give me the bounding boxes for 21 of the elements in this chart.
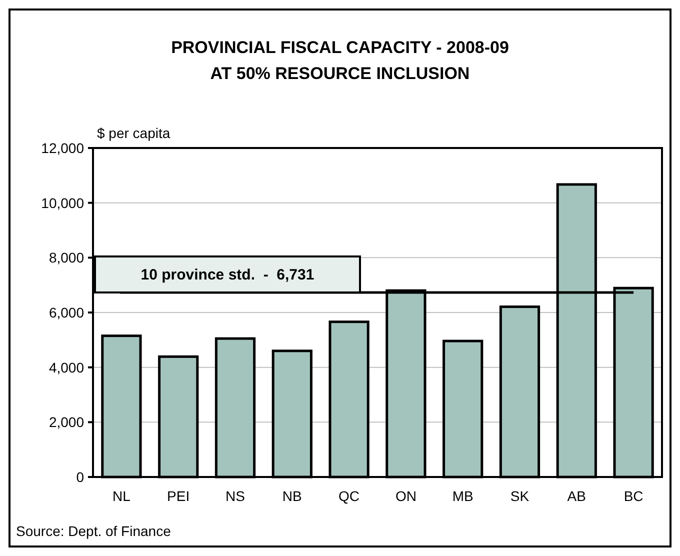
- y-tick-label: 4,000: [48, 359, 84, 376]
- y-tick-label: 10,000: [41, 194, 84, 211]
- x-tick-label: NS: [226, 488, 245, 504]
- x-tick-label: ON: [395, 488, 416, 504]
- y-axis-title: $ per capita: [97, 125, 170, 141]
- x-tick-label: NB: [282, 488, 302, 504]
- x-tick-label: PEI: [167, 488, 190, 504]
- y-tick-label: 6,000: [48, 304, 84, 320]
- y-tick-label: 12,000: [41, 140, 84, 156]
- x-tick-label: QC: [338, 488, 360, 504]
- x-tick-label: AB: [567, 488, 586, 504]
- y-tick-label: 2,000: [48, 414, 84, 430]
- chart-title: PROVINCIAL FISCAL CAPACITY - 2008-09 AT 50% RESOURCE INCLUSION: [171, 38, 509, 83]
- x-tick-label: BC: [624, 488, 644, 504]
- y-tick-label: 0: [76, 469, 84, 485]
- y-tick-label: 8,000: [48, 250, 84, 266]
- x-tick-label: NL: [112, 488, 131, 504]
- source-note: Source: Dept. of Finance: [16, 523, 172, 539]
- ref-line-label: 10 province std. - 6,731: [140, 266, 314, 284]
- x-tick-label: SK: [510, 488, 530, 504]
- x-tick-label: MB: [452, 488, 474, 504]
